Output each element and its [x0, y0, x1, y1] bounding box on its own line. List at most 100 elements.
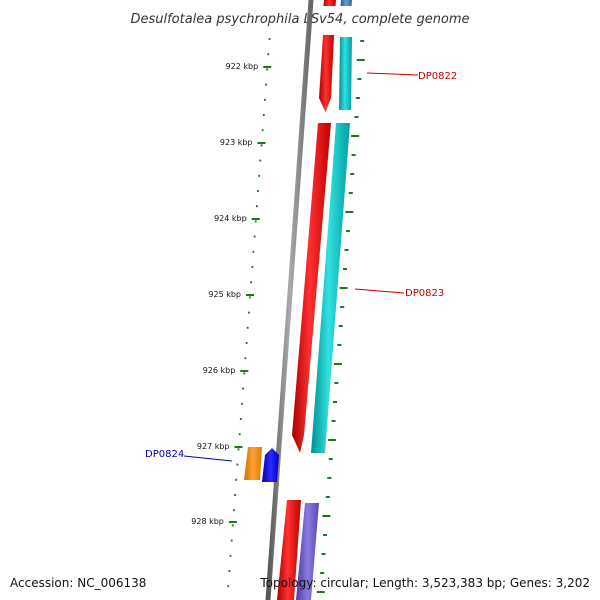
- outer-tick: [350, 173, 355, 175]
- ruler-dot: [246, 326, 249, 329]
- accession-text: Accession: NC_006138: [10, 576, 146, 590]
- outer-tick: [328, 439, 337, 441]
- outer-tick: [322, 515, 331, 517]
- gene-label-dp0823[interactable]: DP0823: [405, 288, 444, 299]
- genome-summary-text: Topology: circular; Length: 3,523,383 bp…: [259, 576, 590, 590]
- outer-tick: [344, 249, 349, 251]
- ruler-tick-label: 923 kbp: [220, 138, 253, 147]
- ruler-dot: [267, 53, 270, 56]
- ruler-major-tick: [234, 446, 243, 448]
- ruler-dot: [230, 539, 233, 542]
- ruler-tick-label: 926 kbp: [203, 366, 236, 375]
- outer-tick: [323, 534, 327, 536]
- ruler-dotted-line: [227, 38, 271, 588]
- ruler-dot: [264, 98, 266, 101]
- ruler-dot: [254, 220, 257, 223]
- map-title: Desulfotalea psychrophila LSv54, complet…: [130, 12, 469, 27]
- ruler-tick-label: 924 kbp: [214, 214, 247, 223]
- ruler-dot: [229, 554, 232, 557]
- gene-purple[interactable]: [296, 503, 319, 600]
- ruler-dot: [244, 357, 247, 360]
- outer-tick: [348, 192, 353, 194]
- outer-tick: [334, 382, 339, 384]
- ruler-major-tick: [263, 66, 272, 68]
- outer-tick: [333, 363, 342, 365]
- gene-orange[interactable]: [244, 447, 262, 480]
- outer-tick: [339, 287, 348, 289]
- ruler-dot: [259, 159, 262, 162]
- ruler-labels: 922 kbp 923 kbp 924 kbp 925 kbp 926 kbp 927 k…: [191, 62, 258, 526]
- ruler-dot: [268, 38, 271, 40]
- ruler-dot: [237, 448, 240, 451]
- ruler-dot: [243, 372, 246, 375]
- ruler-major-tick: [228, 521, 237, 523]
- outer-tick: [321, 553, 326, 555]
- gene-forward-red-3[interactable]: [277, 500, 301, 600]
- ruler-dot: [248, 311, 250, 314]
- outer-tick: [354, 116, 359, 118]
- ruler-major-tick: [240, 370, 249, 372]
- ruler-dot: [256, 205, 258, 208]
- gene-forward-red-1[interactable]: [319, 35, 334, 112]
- gene-forward-red-0[interactable]: [323, 0, 337, 6]
- ruler-dot: [227, 585, 230, 588]
- ruler-tick-label: 928 kbp: [191, 517, 224, 526]
- outer-tick: [351, 135, 360, 137]
- callout-line-dp0822: [366, 72, 419, 76]
- ruler-dot: [242, 387, 244, 390]
- ruler-dot: [239, 418, 242, 420]
- outer-tick: [340, 306, 345, 308]
- ruler-tick-label: 922 kbp: [226, 62, 259, 71]
- outer-tick: [357, 78, 362, 80]
- ruler-dot: [252, 250, 255, 253]
- outer-tick: [356, 59, 365, 61]
- outer-tick: [327, 477, 332, 479]
- ruler-dot: [236, 463, 239, 466]
- outer-ticks: [316, 40, 365, 593]
- ruler-dot: [234, 494, 236, 496]
- outer-tick: [333, 401, 337, 403]
- gene-reverse-cyan-1[interactable]: [339, 37, 352, 110]
- gene-blue-dp0824[interactable]: [262, 448, 279, 482]
- ruler-dot: [250, 281, 252, 284]
- gene-label-dp0824[interactable]: DP0824: [145, 449, 184, 460]
- ruler-major-tick: [246, 294, 254, 296]
- outer-tick: [345, 230, 350, 232]
- outer-tick: [343, 268, 347, 270]
- ruler-dot: [257, 190, 259, 192]
- ruler-dot: [245, 342, 248, 344]
- gene-label-dp0822[interactable]: DP0822: [418, 71, 457, 82]
- ruler-dot: [261, 129, 264, 132]
- ruler-dot: [266, 68, 269, 71]
- ruler-dot: [249, 296, 251, 299]
- ruler-dot: [238, 433, 241, 436]
- ruler-ticks: [228, 66, 272, 523]
- outer-tick: [360, 40, 365, 42]
- ruler-major-tick: [257, 142, 266, 144]
- outer-tick: [331, 420, 336, 422]
- ruler-dot: [231, 524, 234, 527]
- ruler-major-tick: [251, 218, 260, 220]
- outer-tick: [328, 458, 333, 460]
- outer-tick: [337, 344, 342, 346]
- gene-reverse-cyan-2[interactable]: [311, 123, 350, 453]
- ruler-dot: [233, 509, 235, 512]
- gene-top-blue[interactable]: [340, 0, 353, 6]
- ruler-dot: [241, 402, 243, 405]
- callout-line-dp0824: [183, 455, 233, 462]
- gene-forward-red-2[interactable]: [292, 123, 331, 453]
- outer-tick: [351, 154, 356, 156]
- callout-line-dp0823: [354, 288, 405, 294]
- ruler-dot: [228, 570, 231, 572]
- ruler-dot: [260, 144, 263, 147]
- outer-tick: [355, 97, 360, 99]
- ruler-dot: [235, 478, 238, 481]
- ruler-dot: [253, 235, 256, 238]
- outer-tick: [338, 325, 343, 327]
- ruler-dot: [258, 174, 261, 177]
- ruler-tick-label: 925 kbp: [208, 290, 241, 299]
- outer-tick: [316, 591, 325, 593]
- ruler-tick-label: 927 kbp: [197, 442, 230, 451]
- ruler-dot: [265, 83, 267, 86]
